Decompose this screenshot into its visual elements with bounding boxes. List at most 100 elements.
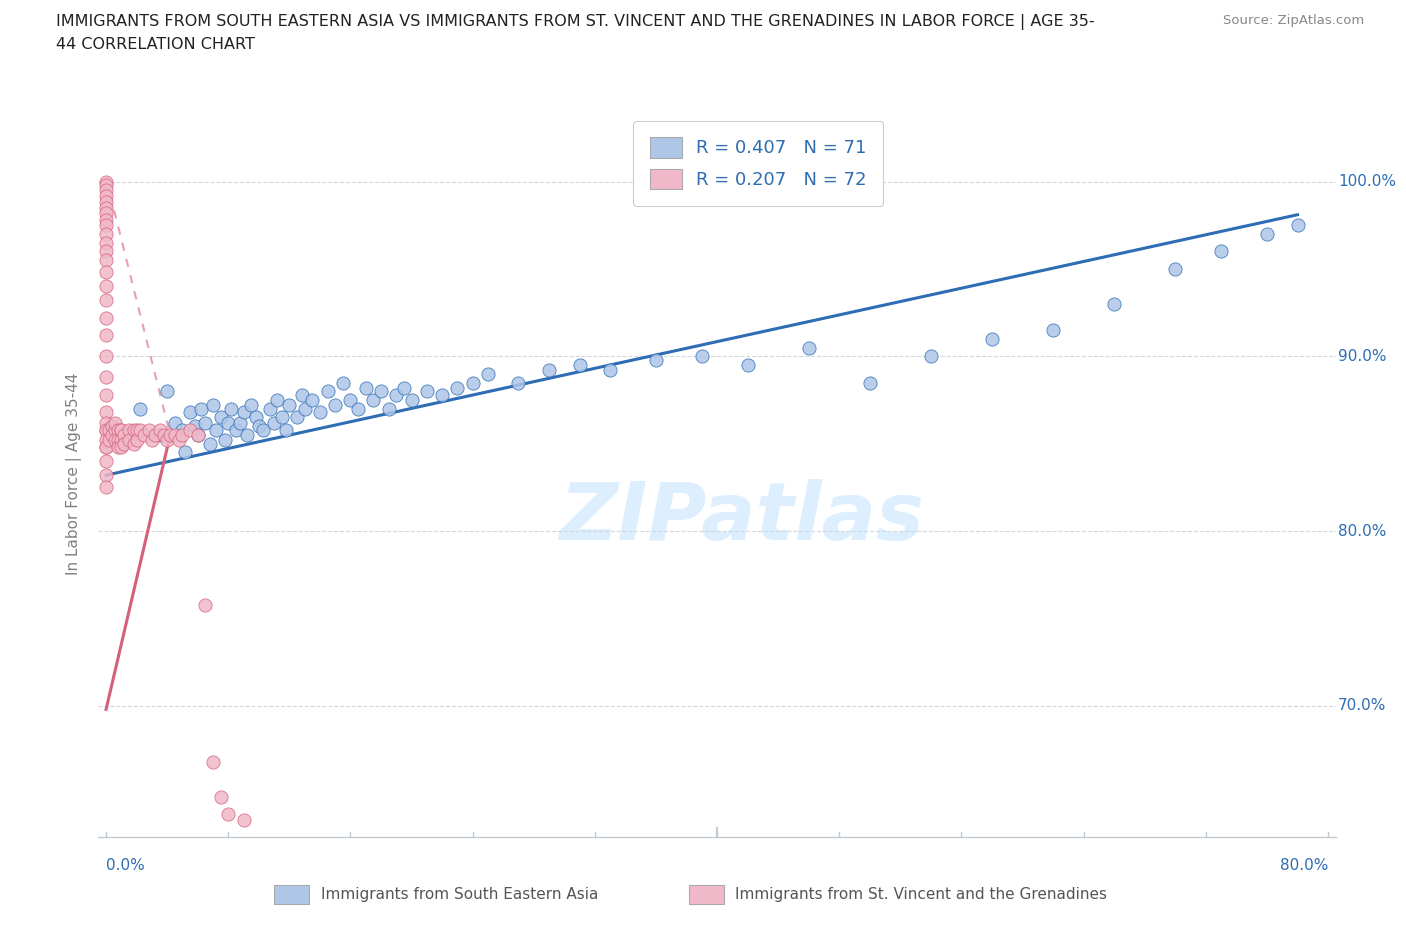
Text: 80.0%: 80.0% [1279, 858, 1329, 873]
Text: ZIPatlas: ZIPatlas [560, 479, 924, 557]
Point [169, 432, 191, 447]
Point [645, 352, 668, 367]
Point [94, 293, 117, 308]
Point [797, 340, 820, 355]
Point [385, 387, 408, 402]
Point [183, 418, 205, 433]
Point [209, 790, 232, 804]
Point [94, 206, 117, 220]
Point [309, 405, 332, 419]
Point [221, 402, 243, 417]
Point [98, 422, 121, 437]
Point [94, 183, 117, 198]
Point [187, 428, 209, 443]
Point [101, 418, 124, 433]
Point [179, 422, 201, 437]
Point [172, 422, 194, 437]
Point [107, 422, 129, 437]
Point [156, 432, 179, 447]
Point [153, 428, 176, 443]
Point [148, 422, 170, 437]
Point [446, 380, 468, 395]
Y-axis label: In Labor Force | Age 35-44: In Labor Force | Age 35-44 [66, 373, 83, 576]
Point [354, 380, 377, 395]
Point [266, 392, 288, 407]
Point [94, 265, 117, 280]
Text: 90.0%: 90.0% [1339, 349, 1386, 364]
Point [107, 440, 129, 455]
Text: 100.0%: 100.0% [1339, 174, 1396, 189]
Point [276, 422, 298, 437]
Point [94, 253, 117, 268]
Point [94, 178, 117, 193]
Point [94, 416, 117, 431]
Point [94, 213, 117, 228]
Point [94, 244, 117, 259]
Point [214, 432, 236, 447]
Point [377, 402, 399, 417]
Point [537, 363, 560, 378]
Point [232, 405, 254, 419]
Point [110, 422, 132, 437]
Point [94, 174, 117, 189]
Point [94, 227, 117, 242]
Point [1164, 261, 1187, 276]
Point [217, 416, 239, 431]
Point [370, 384, 392, 399]
Point [104, 416, 127, 431]
Point [94, 432, 117, 447]
Point [690, 349, 713, 364]
Point [1256, 227, 1278, 242]
Point [94, 468, 117, 483]
Point [737, 358, 759, 373]
Point [122, 422, 145, 437]
Point [316, 384, 339, 399]
Point [143, 428, 166, 443]
Point [859, 375, 882, 390]
Point [278, 398, 301, 413]
Point [430, 387, 453, 402]
Point [101, 428, 124, 443]
Point [1102, 297, 1125, 312]
Point [301, 392, 323, 407]
Point [232, 812, 254, 827]
Point [125, 422, 148, 437]
Point [270, 410, 292, 425]
Point [1042, 323, 1064, 338]
Point [205, 422, 228, 437]
Point [599, 363, 621, 378]
Text: 70.0%: 70.0% [1339, 698, 1386, 713]
Point [347, 402, 370, 417]
Point [209, 410, 232, 425]
Text: IMMIGRANTS FROM SOUTH EASTERN ASIA VS IMMIGRANTS FROM ST. VINCENT AND THE GRENAD: IMMIGRANTS FROM SOUTH EASTERN ASIA VS IM… [56, 14, 1095, 30]
Point [363, 392, 385, 407]
Point [194, 597, 217, 612]
Point [94, 422, 117, 437]
Text: Immigrants from St. Vincent and the Grenadines: Immigrants from St. Vincent and the Gren… [735, 887, 1108, 902]
Point [201, 398, 224, 413]
Point [110, 432, 132, 447]
Point [294, 402, 316, 417]
Point [134, 428, 156, 443]
Point [1211, 244, 1233, 259]
Point [112, 436, 135, 451]
Point [94, 311, 117, 325]
Point [94, 387, 117, 402]
Point [263, 416, 285, 431]
Point [1286, 218, 1309, 232]
Point [235, 428, 257, 443]
Point [141, 432, 163, 447]
Point [401, 392, 423, 407]
Point [148, 428, 170, 443]
Point [112, 428, 135, 443]
Point [163, 416, 186, 431]
Point [94, 328, 117, 343]
Point [190, 402, 212, 417]
Point [247, 418, 270, 433]
Point [245, 410, 267, 425]
Point [477, 366, 499, 381]
Point [98, 432, 121, 447]
Point [290, 387, 312, 402]
Point [118, 422, 141, 437]
Point [461, 375, 484, 390]
